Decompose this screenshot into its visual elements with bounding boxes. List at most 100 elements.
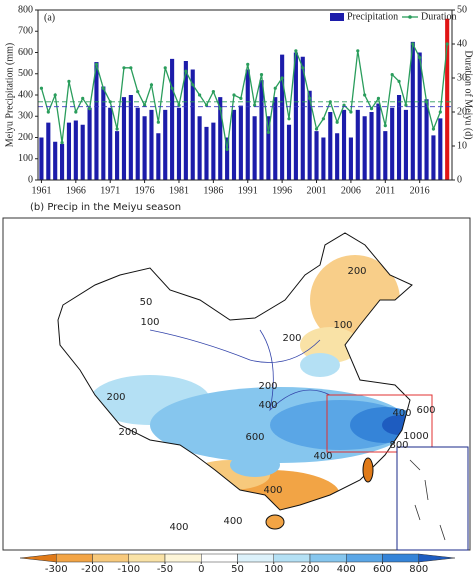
- point: [411, 42, 415, 46]
- colorbar-cell: [19, 553, 57, 563]
- panel-label: (a): [44, 12, 55, 23]
- line: [40, 41, 448, 150]
- point: [308, 96, 312, 100]
- point: [136, 90, 140, 94]
- point: [232, 93, 236, 97]
- point: [287, 117, 291, 121]
- point: [438, 110, 442, 114]
- x-tick-label: 1996: [272, 185, 292, 196]
- x-tick-label: 1966: [66, 185, 86, 196]
- contour-label: 50: [140, 297, 153, 308]
- y2-axis-label: Duration of Meiyu (d): [463, 50, 474, 139]
- contour-label: 1000: [403, 431, 428, 442]
- point: [142, 103, 147, 107]
- colorbar-cell: [92, 553, 129, 563]
- contour-label: 100: [140, 317, 159, 328]
- contour-label: 200: [106, 392, 125, 403]
- point: [81, 96, 85, 100]
- bar: [300, 56, 305, 180]
- bar: [376, 103, 381, 180]
- colorbar-tick-label: 600: [373, 564, 392, 575]
- inset-map: [396, 446, 469, 551]
- point: [335, 120, 339, 124]
- bar: [390, 107, 395, 180]
- point: [94, 62, 99, 66]
- bar: [183, 61, 188, 180]
- colorbar-cell: [309, 553, 347, 563]
- point: [418, 56, 422, 60]
- contour-label: 400: [169, 522, 188, 533]
- bar: [80, 124, 85, 180]
- bar: [438, 118, 443, 180]
- point: [177, 103, 181, 107]
- bar: [101, 86, 106, 180]
- point: [122, 66, 126, 70]
- colorbar-tick-label: -200: [81, 564, 104, 575]
- point: [342, 103, 346, 107]
- x-tick-label: 1976: [135, 185, 155, 196]
- bar: [108, 107, 113, 180]
- point: [369, 107, 374, 111]
- bar: [396, 95, 402, 180]
- point: [204, 103, 209, 107]
- bar: [328, 112, 333, 180]
- contour-label: 200: [347, 266, 366, 277]
- bar: [410, 41, 415, 180]
- point: [239, 96, 243, 100]
- x-tick-label: 2016: [410, 185, 430, 196]
- bar: [60, 143, 65, 180]
- contour-label: 200: [118, 427, 137, 438]
- colorbar-tick-label: 200: [300, 564, 319, 575]
- bar: [286, 124, 292, 180]
- point: [273, 86, 277, 90]
- y2-tick-label: 10: [457, 140, 467, 151]
- point: [376, 96, 381, 100]
- point: [404, 103, 408, 107]
- contour-label: 200: [282, 333, 301, 344]
- contour-label: 800: [389, 440, 408, 451]
- point: [253, 103, 257, 107]
- point: [39, 86, 44, 90]
- bar: [445, 18, 450, 181]
- bar: [266, 116, 271, 180]
- contour-label: 400: [313, 451, 332, 462]
- bar: [341, 109, 347, 180]
- bar: [225, 137, 230, 180]
- contour-label: 400: [263, 485, 282, 496]
- bar: [293, 52, 298, 180]
- point: [225, 147, 229, 151]
- contour-label: 100: [333, 320, 352, 331]
- y-tick-label: 300: [18, 111, 33, 122]
- bar: [73, 120, 78, 180]
- point: [156, 120, 160, 124]
- point: [363, 93, 367, 97]
- x-tick-label: 1991: [238, 185, 258, 196]
- bar: [280, 54, 285, 180]
- colorbar-cell: [56, 553, 93, 563]
- bar: [121, 97, 127, 180]
- colorbar-tick-label: 50: [231, 564, 244, 575]
- map-title: (b) Precip in the Meiyu season: [30, 202, 181, 213]
- point: [390, 73, 394, 77]
- bar: [211, 122, 216, 180]
- bar: [369, 112, 374, 180]
- legend-swatch: [408, 15, 412, 19]
- point: [191, 83, 195, 87]
- bar: [321, 137, 326, 180]
- point: [266, 130, 270, 134]
- point: [246, 62, 250, 66]
- bar: [190, 69, 195, 180]
- bar: [39, 137, 44, 180]
- colorbar-tick-label: -100: [117, 564, 140, 575]
- colorbar-cell: [201, 553, 238, 563]
- bar: [170, 58, 175, 180]
- y2-tick-label: 40: [457, 38, 467, 49]
- contour-label: 400: [392, 408, 411, 419]
- point: [129, 66, 133, 70]
- point: [259, 73, 264, 77]
- point: [294, 49, 298, 53]
- colorbar-tick-label: 0: [198, 564, 204, 575]
- point: [149, 83, 154, 87]
- x-tick-label: 2011: [375, 185, 395, 196]
